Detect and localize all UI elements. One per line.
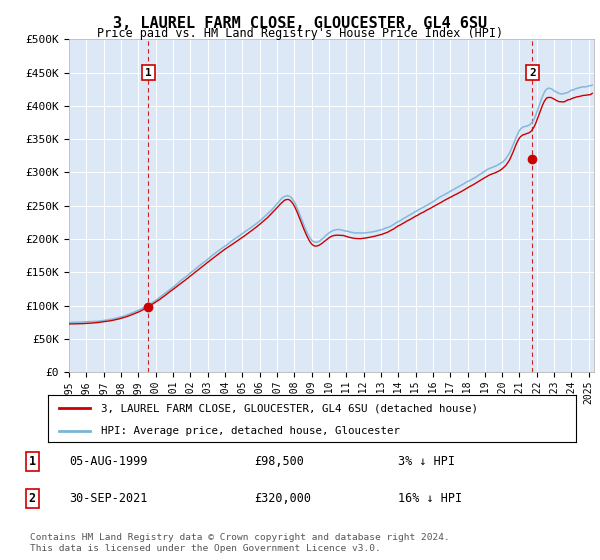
Text: 2: 2 bbox=[529, 68, 536, 77]
Text: 30-SEP-2021: 30-SEP-2021 bbox=[70, 492, 148, 505]
Text: 16% ↓ HPI: 16% ↓ HPI bbox=[398, 492, 462, 505]
Text: 1: 1 bbox=[145, 68, 152, 77]
Text: HPI: Average price, detached house, Gloucester: HPI: Average price, detached house, Glou… bbox=[101, 426, 400, 436]
Text: Contains HM Land Registry data © Crown copyright and database right 2024.
This d: Contains HM Land Registry data © Crown c… bbox=[30, 533, 450, 553]
Text: 2: 2 bbox=[29, 492, 36, 505]
Text: £98,500: £98,500 bbox=[254, 455, 304, 468]
Text: 05-AUG-1999: 05-AUG-1999 bbox=[70, 455, 148, 468]
Text: 3, LAUREL FARM CLOSE, GLOUCESTER, GL4 6SU (detached house): 3, LAUREL FARM CLOSE, GLOUCESTER, GL4 6S… bbox=[101, 403, 478, 413]
Text: 1: 1 bbox=[29, 455, 36, 468]
Text: £320,000: £320,000 bbox=[254, 492, 311, 505]
Text: 3, LAUREL FARM CLOSE, GLOUCESTER, GL4 6SU: 3, LAUREL FARM CLOSE, GLOUCESTER, GL4 6S… bbox=[113, 16, 487, 31]
Text: Price paid vs. HM Land Registry's House Price Index (HPI): Price paid vs. HM Land Registry's House … bbox=[97, 27, 503, 40]
Text: 3% ↓ HPI: 3% ↓ HPI bbox=[398, 455, 455, 468]
